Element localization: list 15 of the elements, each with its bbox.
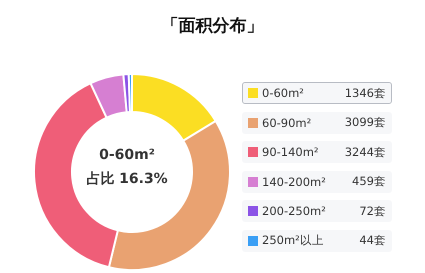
legend-label: 200-250m² xyxy=(262,204,327,218)
data-label: 3244套 xyxy=(344,144,386,160)
data-label: 72套 xyxy=(359,204,386,218)
legend-label: 0-60m² xyxy=(262,86,305,100)
text: 占比 16.3% xyxy=(85,170,169,189)
data-label: 44套 xyxy=(359,233,386,248)
data-label: 3099套 xyxy=(344,115,386,130)
legend-label: 250m²以上 xyxy=(262,233,325,248)
text: 0-60m² xyxy=(98,146,156,165)
data-label: 459套 xyxy=(352,174,386,189)
data-label: 1346套 xyxy=(344,86,386,100)
legend-label: 140-200m² xyxy=(262,174,327,188)
chart-title: 「面积分布」 xyxy=(160,15,264,37)
legend-label: 90-140m² xyxy=(262,145,320,159)
legend-label: 60-90m² xyxy=(262,116,312,130)
